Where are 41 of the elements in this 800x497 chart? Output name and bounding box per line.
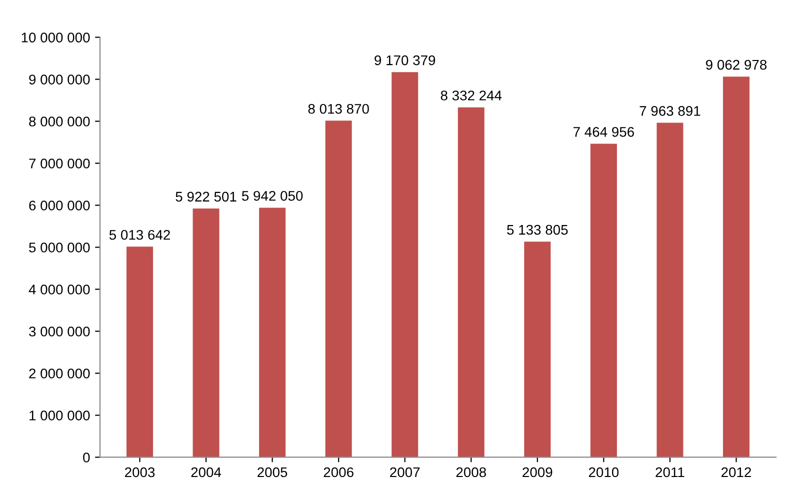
x-tick-label: 2007	[390, 467, 420, 478]
data-label: 7 464 956	[574, 126, 634, 137]
data-label: 5 922 501	[176, 192, 236, 202]
data-label: 9 170 379	[374, 55, 436, 66]
bar	[126, 246, 154, 458]
x-tick-label: 2012	[721, 467, 751, 478]
data-label: 7 963 891	[640, 106, 700, 116]
bar	[192, 208, 220, 458]
y-tick-label: 2 000 000	[29, 368, 90, 378]
data-label: 5 942 050	[242, 190, 303, 201]
x-tick-label: 2003	[125, 467, 155, 478]
y-tick-label: 3 000 000	[29, 326, 90, 336]
bar	[325, 120, 352, 458]
x-tick-label: 2011	[656, 467, 684, 478]
x-tick-label: 2008	[456, 467, 486, 478]
y-tick-label: 1 000 000	[30, 410, 90, 420]
x-tick-label: 2004	[191, 467, 222, 478]
y-tick-label: 4 000 000	[28, 284, 90, 294]
y-tick-label: 0	[83, 452, 90, 462]
x-tick-label: 2005	[258, 467, 288, 478]
bar	[392, 72, 418, 458]
y-tick-label: 9 000 000	[29, 74, 90, 84]
bar	[259, 208, 286, 458]
y-tick-label: 8 000 000	[29, 116, 90, 126]
data-label: 8 332 244	[440, 90, 502, 100]
x-tick-label: 2006	[324, 467, 354, 478]
x-tick-label: 2010	[588, 467, 619, 478]
data-label: 8 013 870	[308, 104, 369, 114]
bar	[524, 242, 551, 458]
bar	[722, 76, 750, 458]
data-label: 9 062 978	[706, 60, 767, 70]
bar	[590, 144, 617, 458]
y-tick-label: 5 000 000	[29, 242, 90, 252]
x-tick-label: 2009	[522, 467, 552, 478]
y-tick-label: 10 000 000	[22, 32, 90, 42]
y-tick-label: 6 000 000	[29, 200, 90, 210]
y-tick-label: 7 000 000	[29, 158, 90, 168]
data-label: 5 133 805	[507, 224, 568, 235]
bar	[656, 122, 684, 458]
bar	[458, 107, 484, 458]
data-label: 5 013 642	[109, 230, 170, 240]
